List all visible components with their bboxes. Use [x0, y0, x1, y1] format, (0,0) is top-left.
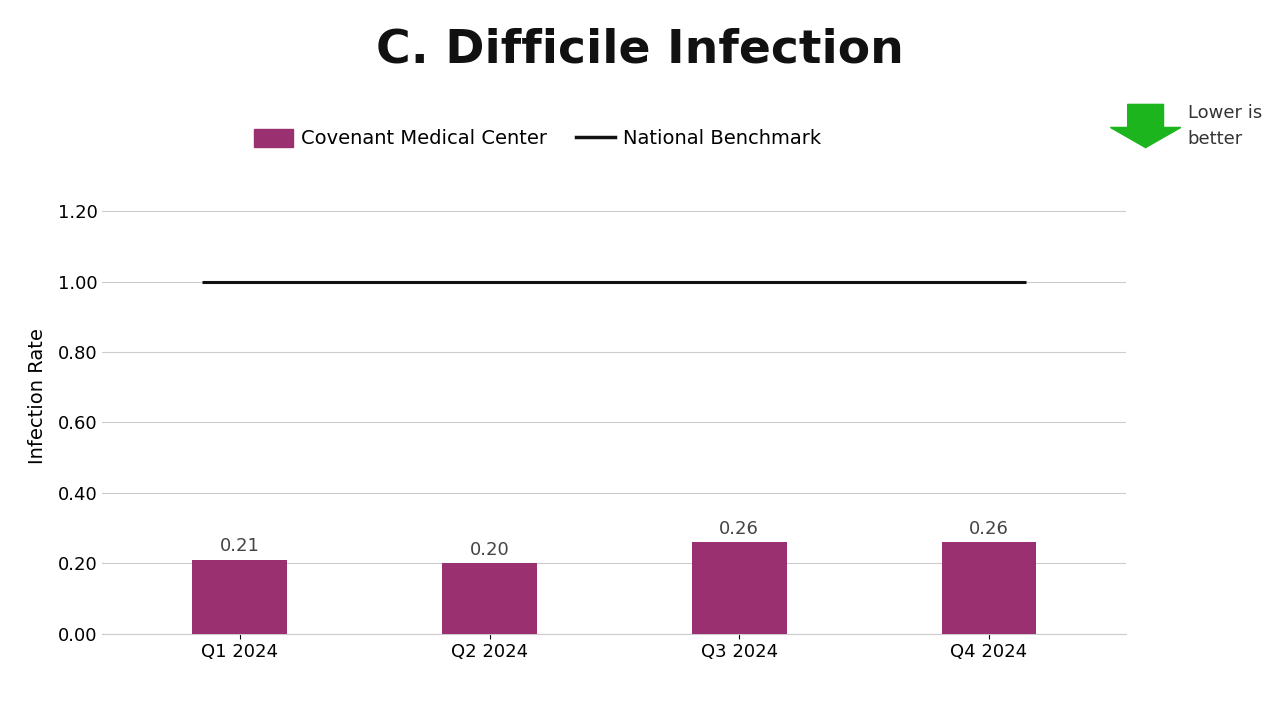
Bar: [691, 542, 787, 634]
Text: 0.26: 0.26: [969, 520, 1009, 538]
Text: 0.20: 0.20: [470, 541, 509, 559]
Text: 0.21: 0.21: [220, 537, 260, 555]
Text: 0.26: 0.26: [719, 520, 759, 538]
Bar: [442, 563, 538, 634]
Bar: [192, 559, 287, 634]
Legend: Covenant Medical Center, National Benchmark: Covenant Medical Center, National Benchm…: [247, 122, 828, 156]
Text: Lower is
better: Lower is better: [1188, 104, 1262, 148]
Bar: [942, 542, 1037, 634]
Y-axis label: Infection Rate: Infection Rate: [28, 328, 46, 464]
Text: C. Difficile Infection: C. Difficile Infection: [376, 28, 904, 73]
